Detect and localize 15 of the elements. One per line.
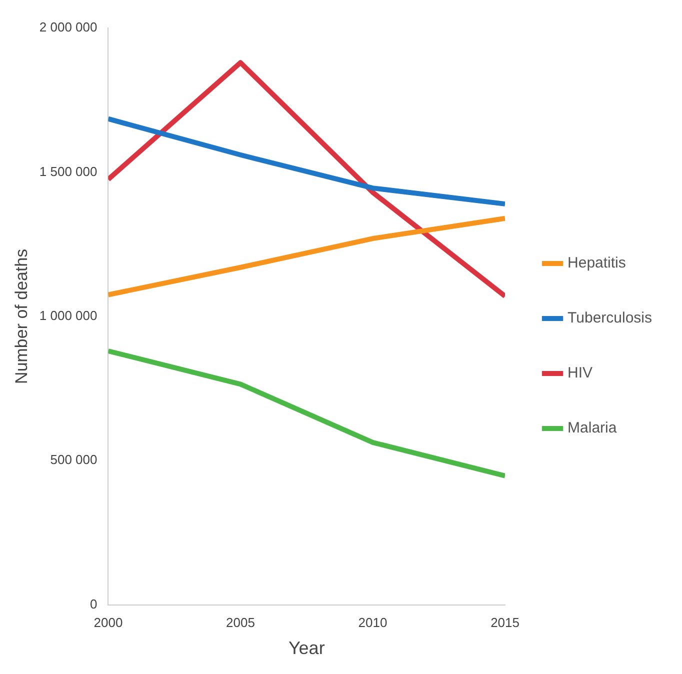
- y-tick-label: 1 000 000: [39, 308, 98, 323]
- y-tick-label: 0: [90, 596, 98, 612]
- y-tick-label: 500 000: [50, 452, 98, 468]
- x-tick-label: 2015: [490, 615, 520, 630]
- y-tick-label: 2 000 000: [39, 20, 98, 35]
- legend-label: Tuberculosis: [568, 310, 652, 327]
- legend-label: Hepatitis: [568, 254, 626, 272]
- y-tick-label: 1 500 000: [39, 164, 98, 179]
- x-tick-label: 2000: [94, 615, 123, 630]
- x-tick-label: 2010: [358, 615, 388, 630]
- x-axis-title: Year: [288, 638, 325, 658]
- legend-label: HIV: [568, 364, 593, 382]
- legend-label: Malaria: [568, 420, 618, 437]
- x-tick-label: 2005: [226, 615, 255, 630]
- y-axis-title: Number of deaths: [12, 248, 31, 384]
